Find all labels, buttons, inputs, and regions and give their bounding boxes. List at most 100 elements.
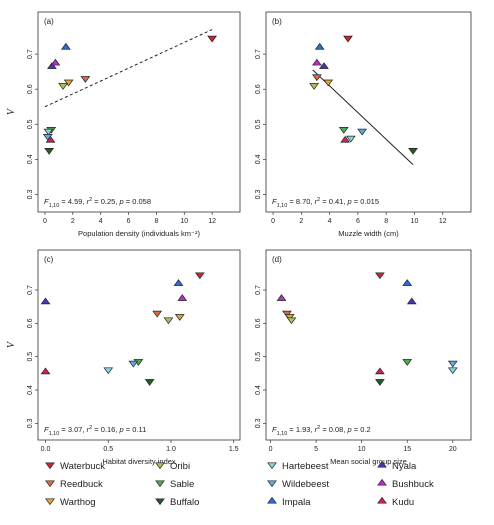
x-tick-label: 4 [99, 218, 103, 225]
point-impala [173, 279, 184, 286]
y-tick-label: 0.4 [255, 385, 262, 395]
panel-d: (d) 0.3 0.4 0.5 0.6 0.7 0 5 10 15 20 Mean social gr… [255, 249, 472, 466]
legend-item-sable: Sable [155, 479, 194, 490]
legend-item-hartebeest: Hartebeest [267, 461, 329, 472]
legend-label: Nyala [392, 461, 417, 472]
legend: Waterbuck Reedbuck Warthog Oribi Sable Buffal… [45, 460, 434, 508]
stats-annotation: F1,10 = 3.07, r2 = 0.16, p = 0.11 [44, 425, 146, 437]
plot-frame [37, 249, 241, 441]
y-tick-label: 0.3 [27, 418, 34, 428]
point-nyala [406, 297, 417, 305]
plot-frame [265, 11, 472, 213]
point-warthog [323, 79, 334, 87]
y-axis-label: V [6, 107, 17, 115]
x-axis-label: Habitat diversity index [102, 457, 176, 466]
x-tick-label: 4 [328, 218, 332, 225]
point-kudu [375, 367, 385, 375]
point-reedbuck [312, 74, 322, 82]
point-waterbuck [194, 272, 205, 280]
x-axis-label: Mean social group size [330, 457, 407, 466]
point-reedbuck [152, 310, 163, 318]
point-reedbuck [282, 310, 292, 318]
x-tick-label: 2 [71, 218, 75, 225]
point-bushbuck [276, 294, 287, 301]
point-oribi [286, 317, 297, 325]
x-axis-label: Population density (individuals km⁻²) [78, 229, 200, 238]
point-warthog [174, 314, 185, 321]
x-tick-label: 12 [208, 218, 216, 225]
point-waterbuck [207, 35, 218, 43]
y-tick-label: 0.6 [27, 318, 34, 328]
panel-label: (d) [272, 255, 282, 264]
point-sable [338, 126, 349, 134]
point-oribi [163, 317, 174, 325]
legend-marker [155, 498, 165, 506]
legend-item-impala: Impala [267, 496, 311, 508]
legend-label: Bushbuck [392, 479, 434, 490]
x-tick-label: 10 [411, 218, 419, 225]
legend-marker [45, 498, 55, 506]
legend-item-nyala: Nyala [377, 460, 417, 472]
point-hartebeest [447, 367, 458, 375]
point-bushbuck [177, 294, 188, 301]
x-tick-label: 1.0 [166, 446, 176, 453]
point-wildebeest [447, 360, 458, 368]
x-tick-label: 0 [269, 446, 273, 453]
legend-label: Warthog [60, 497, 96, 508]
x-tick-label: 10 [180, 218, 188, 225]
stats-annotation: F1,10 = 1.93, r2 = 0.08, p = 0.2 [272, 425, 371, 437]
point-warthog [284, 314, 295, 321]
plot-frame [265, 249, 472, 441]
legend-marker [45, 480, 55, 488]
legend-item-warthog: Warthog [45, 497, 96, 508]
point-bushbuck [312, 58, 322, 66]
point-buffalo [144, 379, 155, 386]
point-buffalo [408, 148, 418, 155]
point-bushbuck [50, 58, 61, 66]
legend-label: Oribi [170, 461, 190, 472]
plot-frame [37, 11, 241, 213]
legend-marker [267, 496, 277, 504]
point-kudu [45, 135, 56, 143]
y-tick-label: 0.6 [255, 84, 262, 94]
panel-a: (a) 0.3 0.4 0.5 0.6 0.7 0 2 4 6 8 10 12 Population de… [6, 11, 241, 238]
legend-label: Waterbuck [60, 461, 105, 472]
y-tick-label: 0.7 [255, 285, 262, 295]
point-kudu [40, 367, 51, 375]
y-tick-label: 0.7 [27, 49, 34, 59]
legend-item-bushbuck: Bushbuck [377, 478, 434, 490]
panel-c: (c) 0.3 0.4 0.5 0.6 0.7 0.0 0.5 1.0 1.5 Habitat di… [6, 249, 241, 466]
point-hartebeest [43, 128, 54, 136]
point-impala [314, 42, 325, 50]
point-sable [402, 359, 413, 366]
point-impala [60, 42, 71, 50]
y-tick-label: 0.6 [255, 318, 262, 328]
point-waterbuck [375, 272, 385, 280]
panel-b: (b) 0.3 0.4 0.5 0.6 0.7 0 2 4 6 8 10 12 Muzzle width … [255, 11, 472, 238]
y-axis-label: V [6, 340, 17, 348]
trend-line [44, 29, 213, 108]
x-tick-label: 6 [127, 218, 131, 225]
x-tick-label: 6 [356, 218, 360, 225]
x-tick-label: 8 [154, 218, 158, 225]
point-reedbuck [80, 76, 91, 83]
y-tick-label: 0.7 [27, 285, 34, 295]
point-hartebeest [103, 367, 114, 375]
legend-label: Reedbuck [60, 479, 103, 490]
legend-label: Wildebeest [282, 479, 329, 490]
legend-item-reedbuck: Reedbuck [45, 479, 103, 490]
stats-annotation: F1,10 = 8.70, r2 = 0.41, p = 0.015 [272, 197, 379, 209]
y-tick-label: 0.6 [27, 84, 34, 94]
x-tick-label: 2 [299, 218, 303, 225]
panel-label: (a) [44, 17, 54, 26]
stats-annotation: F1,10 = 4.59, r2 = 0.25, p = 0.058 [44, 197, 151, 209]
point-nyala [319, 62, 329, 69]
legend-label: Buffalo [170, 497, 199, 508]
y-tick-label: 0.4 [27, 385, 34, 395]
y-tick-label: 0.5 [255, 119, 262, 129]
y-tick-label: 0.4 [255, 154, 262, 164]
legend-marker [45, 462, 55, 470]
x-tick-label: 0 [271, 218, 275, 225]
legend-label: Sable [170, 479, 194, 490]
legend-item-kudu: Kudu [377, 496, 414, 508]
